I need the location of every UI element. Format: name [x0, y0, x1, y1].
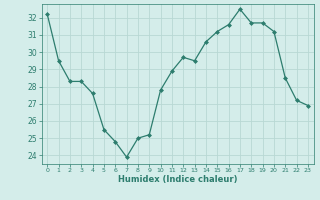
X-axis label: Humidex (Indice chaleur): Humidex (Indice chaleur) [118, 175, 237, 184]
